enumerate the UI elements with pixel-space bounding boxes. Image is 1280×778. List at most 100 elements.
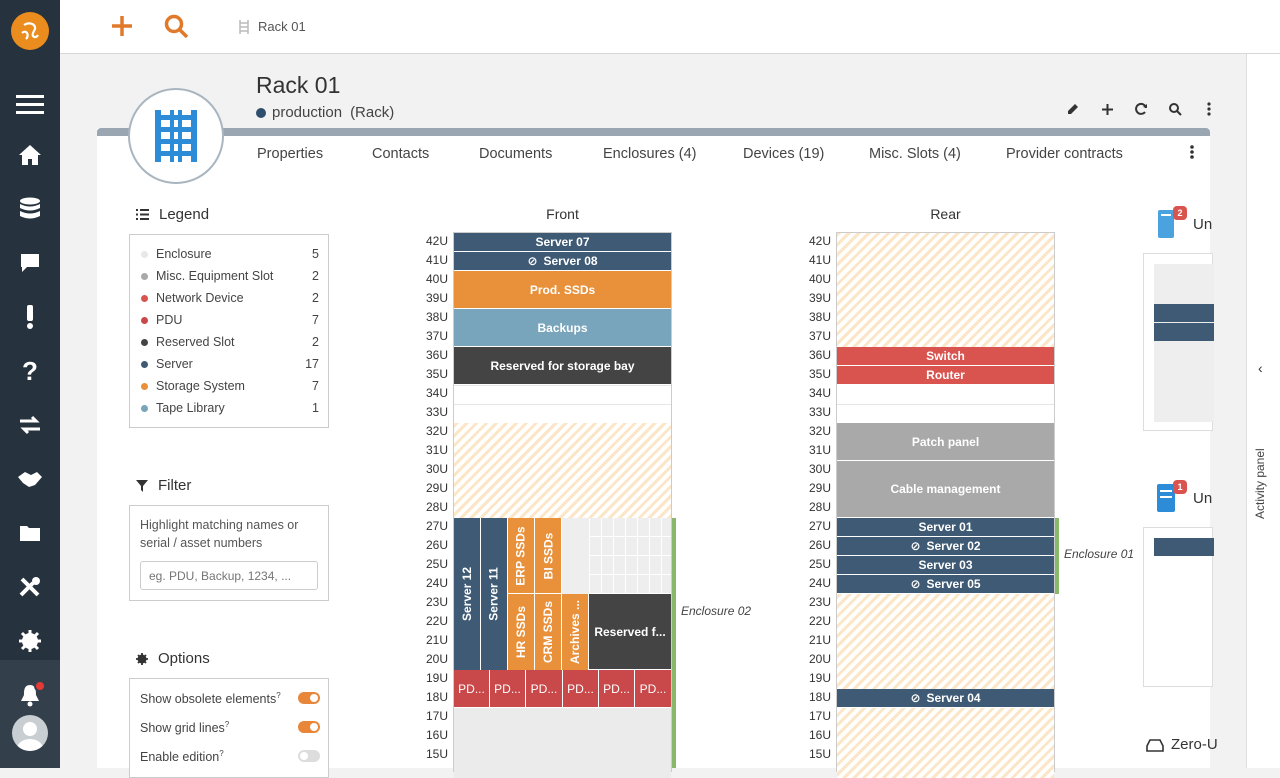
legend-item[interactable]: Enclosure 5: [141, 247, 319, 261]
tab-contacts[interactable]: Contacts: [372, 146, 430, 162]
rack-unit-label: 27U: [425, 519, 448, 533]
filter-funnel-icon: [136, 479, 148, 492]
rack-unit-label: 33U: [808, 405, 831, 419]
rear-title: Rear: [930, 206, 961, 222]
legend-item-label: PDU: [156, 313, 183, 327]
legend-item-count: 5: [312, 247, 319, 261]
slot-label: Server 11: [487, 567, 502, 621]
legend-item-label: Server: [156, 357, 193, 371]
tools-icon[interactable]: [15, 572, 45, 602]
tab-devices[interactable]: Devices (19): [743, 146, 825, 162]
slot-server-03[interactable]: Server 03: [837, 556, 1054, 575]
slot-server-04[interactable]: ⊘ Server 04: [837, 689, 1054, 708]
legend-item[interactable]: PDU 7: [141, 313, 319, 327]
handshake-icon[interactable]: [15, 464, 45, 494]
legend-dot: [141, 272, 148, 280]
slot-pdu[interactable]: PD...: [454, 670, 490, 708]
database-icon[interactable]: [15, 194, 45, 224]
legend-box: Enclosure 5 Misc. Equipment Slot 2 Network…: [129, 234, 329, 428]
slot-erp-ssds[interactable]: ERP SSDs: [508, 518, 535, 594]
eye-slash-icon: ⊘: [910, 539, 921, 553]
transfer-icon[interactable]: [15, 410, 45, 440]
menu-icon[interactable]: [15, 89, 45, 119]
slot-prod-ssds[interactable]: Prod. SSDs: [454, 271, 671, 309]
slot-pdu[interactable]: PD...: [490, 670, 526, 708]
toggle-obsolete[interactable]: [298, 692, 320, 704]
activity-panel[interactable]: ‹ Activity panel: [1246, 54, 1280, 768]
slot-pdu[interactable]: PD...: [526, 670, 563, 708]
slot-pdu[interactable]: PD...: [563, 670, 599, 708]
slot-pdu[interactable]: PD...: [635, 670, 671, 708]
folder-icon[interactable]: [15, 518, 45, 548]
search-icon[interactable]: [164, 14, 190, 45]
chevron-left-icon[interactable]: ‹: [1258, 360, 1263, 376]
legend-item[interactable]: Reserved Slot 2: [141, 335, 319, 349]
rack-unit-label: 29U: [808, 481, 831, 495]
slot-reserved-storage[interactable]: Reserved for storage bay: [454, 347, 671, 385]
card-item[interactable]: [1154, 323, 1214, 341]
alert-icon[interactable]: [15, 302, 45, 332]
home-icon[interactable]: [15, 140, 45, 170]
slot-backups[interactable]: Backups: [454, 309, 671, 347]
card-item[interactable]: [1154, 304, 1214, 322]
slot-reserved-f[interactable]: Reserved f...: [589, 594, 671, 670]
filter-input[interactable]: [140, 561, 318, 590]
legend-title: Legend: [136, 206, 209, 223]
settings-gear-icon[interactable]: [15, 626, 45, 656]
empty-enclosure-area: [454, 708, 671, 778]
slot-server-08[interactable]: ⊘ Server 08: [454, 252, 671, 271]
tabs-more-icon[interactable]: [1190, 144, 1194, 165]
refresh-icon[interactable]: [1128, 100, 1154, 118]
empty-slot-hatched: [837, 708, 1054, 778]
rack-unit-label: 30U: [808, 462, 831, 476]
slot-server-02[interactable]: ⊘ Server 02: [837, 537, 1054, 556]
add-icon[interactable]: [110, 14, 134, 43]
tab-enclosures[interactable]: Enclosures (4): [603, 146, 697, 162]
slot-archives[interactable]: Archives ...: [562, 594, 589, 670]
legend-item-label: Network Device: [156, 291, 244, 305]
slot-cable-management[interactable]: Cable management: [837, 461, 1054, 518]
slot-pdu[interactable]: PD...: [599, 670, 635, 708]
main-sidebar: ?: [0, 0, 60, 768]
slot-switch[interactable]: Switch: [837, 347, 1054, 366]
add-icon[interactable]: [1094, 100, 1120, 118]
slot-server-07[interactable]: Server 07: [454, 233, 671, 252]
rack-unit-label: 28U: [425, 500, 448, 514]
slot-server-12[interactable]: Server 12: [454, 518, 481, 670]
chat-icon[interactable]: [15, 248, 45, 278]
slot-bi-ssds[interactable]: BI SSDs: [535, 518, 562, 594]
legend-item[interactable]: Server 17: [141, 357, 319, 371]
legend-item[interactable]: Misc. Equipment Slot 2: [141, 269, 319, 283]
breadcrumb[interactable]: Rack 01: [238, 19, 306, 34]
slot-router[interactable]: Router: [837, 366, 1054, 385]
slot-crm-ssds[interactable]: CRM SSDs: [535, 594, 562, 670]
legend-item[interactable]: Storage System 7: [141, 379, 319, 393]
card-item[interactable]: [1154, 538, 1214, 556]
slot-patch-panel[interactable]: Patch panel: [837, 423, 1054, 461]
zoom-search-icon[interactable]: [1162, 100, 1188, 118]
slot-server-11[interactable]: Server 11: [481, 518, 508, 670]
edit-pencil-icon[interactable]: [1060, 100, 1086, 118]
user-avatar[interactable]: [12, 715, 48, 751]
help-icon[interactable]: ?: [22, 355, 38, 386]
option-label: Show obsolete elements: [140, 692, 277, 707]
legend-item-count: 17: [305, 357, 319, 371]
option-grid-lines: Show grid lines?: [140, 720, 320, 735]
toggle-edition[interactable]: [298, 750, 320, 762]
legend-dot: [141, 250, 148, 258]
rack-unit-label: 20U: [425, 652, 448, 666]
toggle-grid-lines[interactable]: [298, 721, 320, 733]
more-vertical-icon[interactable]: [1196, 100, 1222, 118]
legend-item[interactable]: Tape Library 1: [141, 401, 319, 415]
enclosure-02[interactable]: Server 12 Server 11 ERP SSDs BI SSDs HR …: [454, 518, 671, 670]
tab-properties[interactable]: Properties: [257, 146, 324, 162]
tab-provider-contracts[interactable]: Provider contracts: [1006, 146, 1123, 162]
app-logo[interactable]: [11, 12, 49, 50]
tab-documents[interactable]: Documents: [479, 146, 553, 162]
slot-server-01[interactable]: Server 01: [837, 518, 1054, 537]
slot-server-05[interactable]: ⊘ Server 05: [837, 575, 1054, 594]
legend-item[interactable]: Network Device 2: [141, 291, 319, 305]
slot-hr-ssds[interactable]: HR SSDs: [508, 594, 535, 670]
tab-misc-slots[interactable]: Misc. Slots (4): [869, 146, 961, 162]
legend-item-label: Enclosure: [156, 247, 212, 261]
